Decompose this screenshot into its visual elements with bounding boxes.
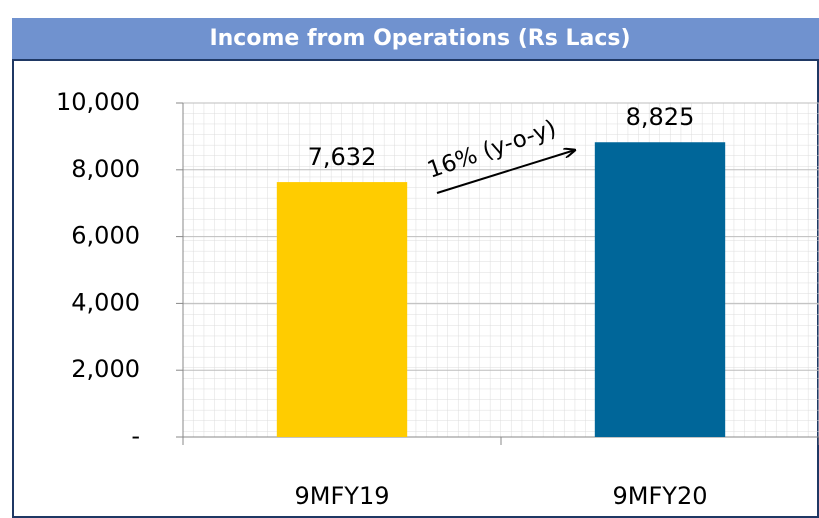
y-tick-label: 10,000 [56,88,140,116]
title-banner [12,18,819,60]
x-tick-label: 9MFY20 [613,482,708,510]
y-tick-label: 6,000 [71,222,140,250]
y-tick-label: 8,000 [71,155,140,183]
annotation-arrow [436,150,575,194]
data-label: 8,825 [626,103,695,131]
chart-title: Income from Operations (Rs Lacs) [209,26,630,51]
x-tick-label: 9MFY19 [295,482,390,510]
y-tick-label: 2,000 [71,355,140,383]
y-tick-label: 4,000 [71,288,140,316]
data-label: 7,632 [308,143,377,171]
bar [276,182,408,437]
bar [594,142,726,437]
y-tick-label: - [131,422,140,450]
